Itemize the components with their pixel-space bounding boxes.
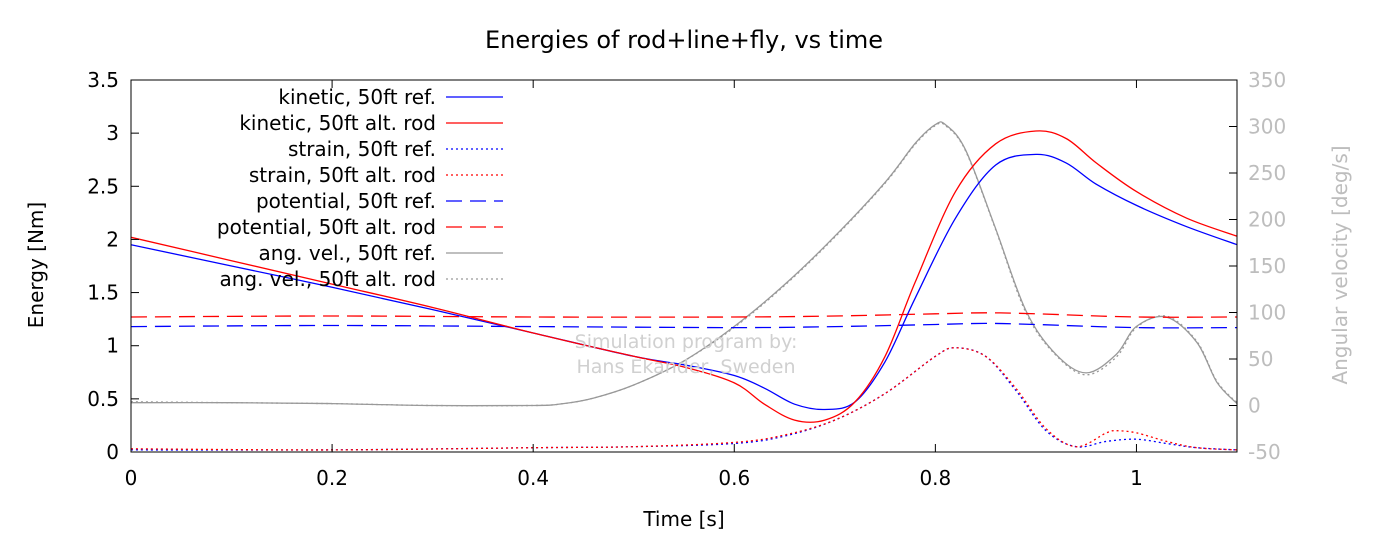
- y2-tick-label-4: 150: [1248, 254, 1286, 278]
- y2-tick-label-1: 0: [1248, 394, 1261, 418]
- y-tick-label-4: 2: [106, 227, 119, 251]
- watermark-line-2: Hans Ekander, Sweden: [577, 356, 796, 378]
- legend-label-7: ang. vel., 50ft alt. rod: [219, 267, 436, 291]
- series-layer: [131, 121, 1237, 451]
- chart-title: Energies of rod+line+fly, vs time: [485, 26, 883, 54]
- legend-label-0: kinetic, 50ft ref.: [278, 85, 436, 109]
- series-line-1: [131, 130, 1237, 423]
- x-tick-label-2: 0.4: [517, 466, 549, 490]
- y-tick-label-2: 1: [106, 334, 119, 358]
- legend-label-3: strain, 50ft alt. rod: [249, 163, 436, 187]
- x-tick-label-4: 0.8: [919, 466, 951, 490]
- x-tick-label-3: 0.6: [718, 466, 750, 490]
- x-tick-label-1: 0.2: [316, 466, 348, 490]
- y-tick-label-1: 0.5: [87, 387, 119, 411]
- axes: 0 0.2 0.4 0.6 0.8 1 0 0.5 1 1.5 2 2.5 3 3.5 -50 0 50 100 1…: [87, 68, 1286, 490]
- y-tick-label-0: 0: [106, 440, 119, 464]
- y2-tick-label-0: -50: [1248, 440, 1281, 464]
- series-line-0: [131, 153, 1237, 411]
- watermark: Simulation program by: Hans Ekander, Swe…: [575, 331, 798, 378]
- y-tick-label-6: 3: [106, 121, 119, 145]
- plot-frame: [130, 79, 1238, 453]
- y-tick-label-7: 3.5: [87, 68, 119, 92]
- series-line-7: [131, 122, 1237, 407]
- series-line-5: [131, 312, 1237, 318]
- watermark-line-1: Simulation program by:: [575, 331, 798, 353]
- y-axis-label: Energy [Nm]: [24, 202, 48, 328]
- legend-label-1: kinetic, 50ft alt. rod: [239, 111, 436, 135]
- legend-label-4: potential, 50ft ref.: [256, 189, 436, 213]
- x-axis-label: Time [s]: [642, 507, 724, 531]
- y2-tick-label-2: 50: [1248, 347, 1273, 371]
- y-tick-label-5: 2.5: [87, 174, 119, 198]
- y2-tick-label-5: 200: [1248, 208, 1286, 232]
- legend-label-6: ang. vel., 50ft ref.: [259, 241, 436, 265]
- y2-tick-label-8: 350: [1248, 68, 1286, 92]
- x-tick-label-5: 1: [1130, 466, 1143, 490]
- series-line-4: [131, 322, 1237, 329]
- y2-axis-label: Angular velocity [deg/s]: [1328, 145, 1352, 384]
- y2-tick-label-6: 250: [1248, 161, 1286, 185]
- y2-tick-label-7: 300: [1248, 115, 1286, 139]
- x-tick-label-0: 0: [125, 466, 138, 490]
- y-tick-label-3: 1.5: [87, 281, 119, 305]
- legend-label-2: strain, 50ft ref.: [288, 137, 436, 161]
- y2-tick-label-3: 100: [1248, 301, 1286, 325]
- legend-label-5: potential, 50ft alt. rod: [217, 215, 436, 239]
- legend: kinetic, 50ft ref.kinetic, 50ft alt. rod…: [217, 85, 503, 291]
